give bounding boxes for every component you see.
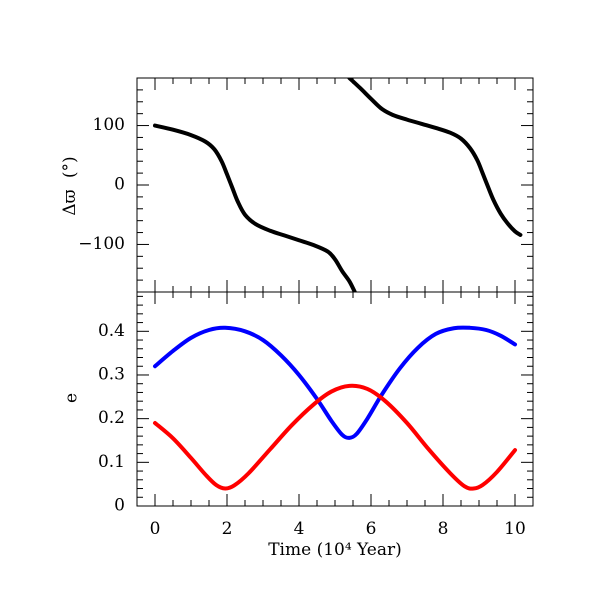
x-tick-label: 2 [222,519,233,539]
y-tick-label: 0.1 [98,452,125,472]
y-axis-label-unit: (°) [60,156,80,178]
top-panel-ticks [136,77,534,293]
x-tick-label: 10 [504,519,526,539]
x-tick-label: 4 [294,519,305,539]
bottom-panel: 0 0.1 0.2 0.3 0.4 0 2 4 6 8 10 [98,291,534,539]
top-panel-y-axis-label: Δϖ (°) [60,156,80,215]
bottom-panel-frame [136,291,534,507]
y-tick-label: 0.4 [98,321,125,341]
bottom-panel-y-axis-label: e [62,393,82,403]
y-axis-label-symbol: Δϖ [60,189,80,215]
y-tick-label: 100 [93,115,125,135]
y-tick-label: 0.2 [98,408,125,428]
top-panel-series [153,78,523,292]
x-axis-label: Time (10⁴ Year) [268,540,402,560]
x-tick-label: 6 [366,519,377,539]
top-panel: −100 0 100 [78,77,534,293]
x-tick-label: 0 [150,519,161,539]
y-tick-label: 0 [114,496,125,516]
bottom-panel-series [153,325,517,491]
x-tick-label: 8 [438,519,449,539]
top-panel-tick-labels: −100 0 100 [78,115,125,254]
series-line [153,325,517,440]
y-tick-label: −100 [78,234,125,254]
series-line [347,78,523,237]
y-tick-label: 0.3 [98,364,125,384]
series-line [153,383,517,491]
y-tick-label: 0 [114,175,125,195]
series-line [153,123,357,292]
bottom-panel-tick-labels: 0 0.1 0.2 0.3 0.4 0 2 4 6 8 10 [98,321,526,539]
